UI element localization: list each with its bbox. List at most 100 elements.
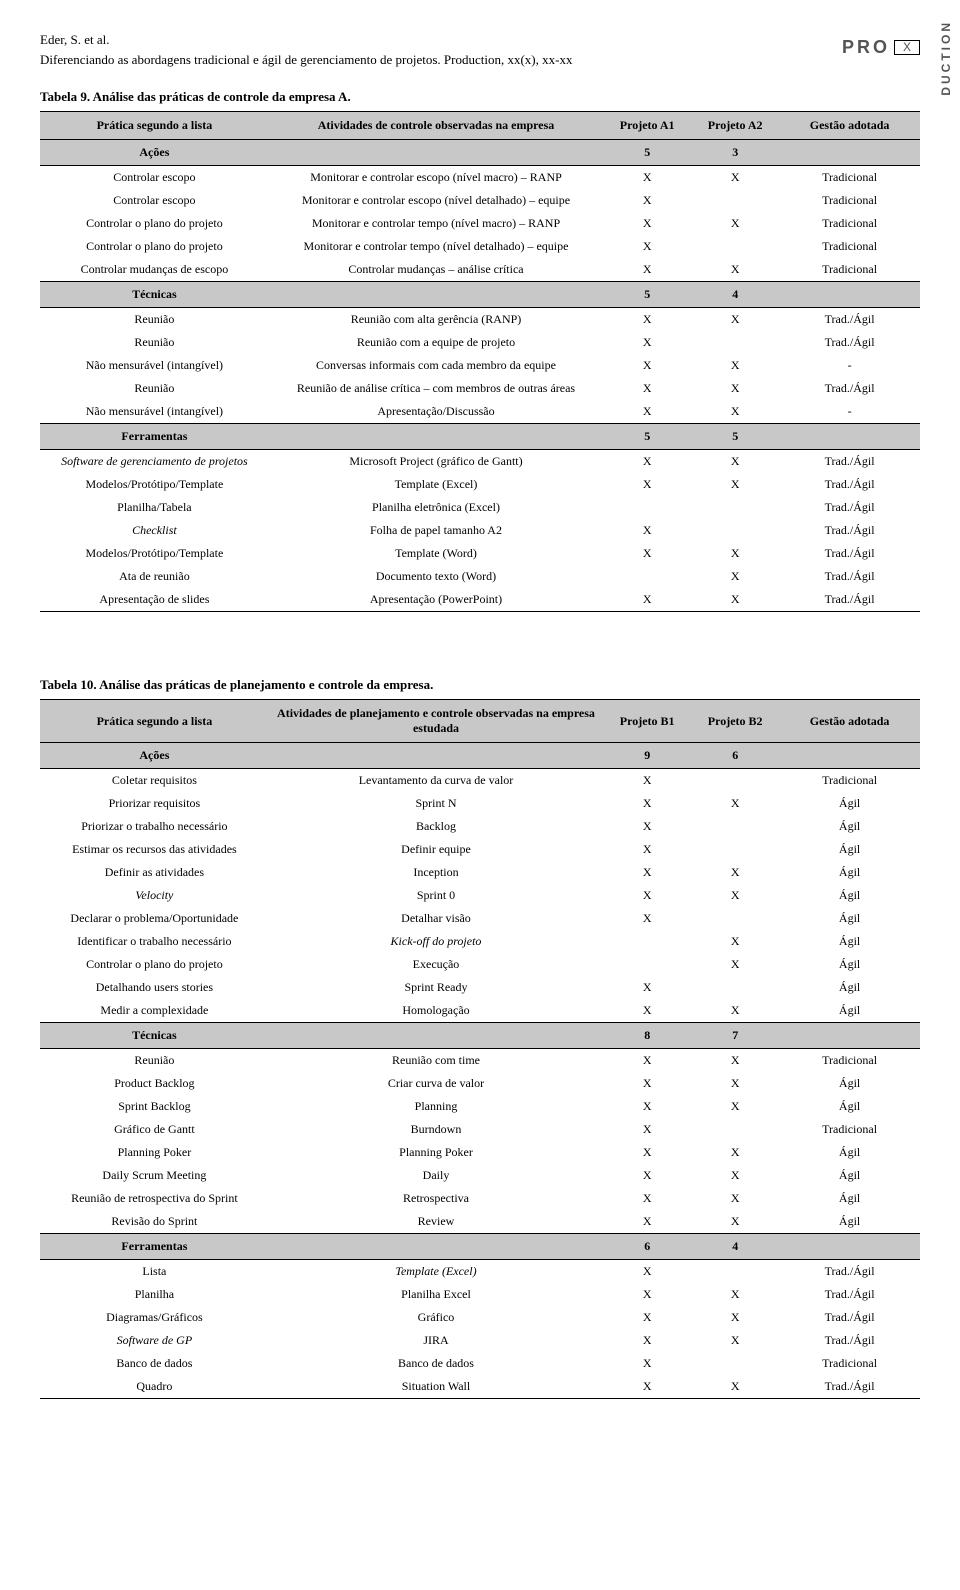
- table-cell: Sprint Ready: [269, 976, 603, 999]
- header-subtitle: Diferenciando as abordagens tradicional …: [40, 50, 572, 70]
- table-cell: Tradicional: [779, 189, 920, 212]
- table-cell: Trad./Ágil: [779, 377, 920, 400]
- section-count-1: 6: [603, 1234, 691, 1260]
- table-cell: X: [691, 565, 779, 588]
- table-row: Software de GPJIRAXXTrad./Ágil: [40, 1329, 920, 1352]
- table-cell: Tradicional: [779, 1049, 920, 1073]
- table-cell: Controlar mudanças – análise crítica: [269, 258, 603, 282]
- section-label: Ações: [40, 140, 269, 166]
- table-row: Estimar os recursos das atividadesDefini…: [40, 838, 920, 861]
- table-cell: Ágil: [779, 1095, 920, 1118]
- table-cell: [691, 519, 779, 542]
- table-cell: Modelos/Protótipo/Template: [40, 542, 269, 565]
- table-cell: X: [691, 258, 779, 282]
- section-count-1: 5: [603, 140, 691, 166]
- table-cell: Trad./Ágil: [779, 1306, 920, 1329]
- table-cell: Ágil: [779, 1164, 920, 1187]
- table-cell: X: [691, 308, 779, 332]
- table-cell: X: [691, 473, 779, 496]
- table-cell: X: [603, 1049, 691, 1073]
- table-row: Ata de reuniãoDocumento texto (Word)XTra…: [40, 565, 920, 588]
- table-row: Priorizar o trabalho necessárioBacklogXÁ…: [40, 815, 920, 838]
- table-cell: Trad./Ágil: [779, 542, 920, 565]
- table-cell: X: [691, 1210, 779, 1234]
- table-row: Apresentação de slidesApresentação (Powe…: [40, 588, 920, 612]
- table9-col4: Gestão adotada: [779, 112, 920, 140]
- table-cell: X: [603, 1283, 691, 1306]
- table-cell: [603, 496, 691, 519]
- section-count-1: 5: [603, 424, 691, 450]
- table-cell: Folha de papel tamanho A2: [269, 519, 603, 542]
- logo-page-x: X: [894, 40, 920, 56]
- table-cell: Coletar requisitos: [40, 769, 269, 793]
- table-cell: X: [691, 1187, 779, 1210]
- table-section-row: Técnicas54: [40, 282, 920, 308]
- section-count-2: 5: [691, 424, 779, 450]
- header-text-block: Eder, S. et al. Diferenciando as abordag…: [40, 30, 572, 69]
- table-row: Diagramas/GráficosGráficoXXTrad./Ágil: [40, 1306, 920, 1329]
- table-cell: X: [691, 212, 779, 235]
- table-cell: JIRA: [269, 1329, 603, 1352]
- table-cell: X: [603, 519, 691, 542]
- table-row: Controlar mudanças de escopoControlar mu…: [40, 258, 920, 282]
- table-cell: Lista: [40, 1260, 269, 1284]
- table-cell: Reunião: [40, 377, 269, 400]
- table-cell: X: [603, 815, 691, 838]
- table-cell: Declarar o problema/Oportunidade: [40, 907, 269, 930]
- table-row: VelocitySprint 0XXÁgil: [40, 884, 920, 907]
- table-cell: X: [691, 377, 779, 400]
- table-cell: Template (Excel): [269, 1260, 603, 1284]
- table-section-row: Ferramentas 55: [40, 424, 920, 450]
- table-cell: Backlog: [269, 815, 603, 838]
- table-cell: Template (Excel): [269, 473, 603, 496]
- table-cell: Reunião com alta gerência (RANP): [269, 308, 603, 332]
- table-cell: X: [603, 1306, 691, 1329]
- table-cell: X: [691, 166, 779, 190]
- table-row: Gráfico de GanttBurndownXTradicional: [40, 1118, 920, 1141]
- table-row: ReuniãoReunião com alta gerência (RANP) X…: [40, 308, 920, 332]
- table-cell: Ata de reunião: [40, 565, 269, 588]
- table-row: Modelos/Protótipo/TemplateTemplate (Word…: [40, 542, 920, 565]
- table-cell: X: [691, 400, 779, 424]
- table-cell: Monitorar e controlar tempo (nível detal…: [269, 235, 603, 258]
- table-cell: X: [691, 1375, 779, 1399]
- section-label: Ferramentas: [40, 1234, 269, 1260]
- section-count-1: 5: [603, 282, 691, 308]
- table-cell: X: [691, 930, 779, 953]
- table-cell: Medir a complexidade: [40, 999, 269, 1023]
- table-cell: Ágil: [779, 930, 920, 953]
- table-cell: Trad./Ágil: [779, 1375, 920, 1399]
- table-cell: Kick-off do projeto: [269, 930, 603, 953]
- table-cell: Reunião de análise crítica – com membros…: [269, 377, 603, 400]
- table-cell: Ágil: [779, 976, 920, 999]
- table-cell: Reunião: [40, 308, 269, 332]
- table-cell: [691, 1118, 779, 1141]
- table-cell: Priorizar requisitos: [40, 792, 269, 815]
- table-cell: Conversas informais com cada membro da e…: [269, 354, 603, 377]
- table-cell: [603, 565, 691, 588]
- table-row: ReuniãoReunião com a equipe de projetoXT…: [40, 331, 920, 354]
- header-author: Eder, S. et al.: [40, 30, 572, 50]
- table-cell: Trad./Ágil: [779, 496, 920, 519]
- table-cell: X: [603, 166, 691, 190]
- table-cell: [691, 331, 779, 354]
- table-row: ReuniãoReunião com timeXXTradicional: [40, 1049, 920, 1073]
- table-row: ListaTemplate (Excel)XTrad./Ágil: [40, 1260, 920, 1284]
- section-label: Ferramentas: [40, 424, 269, 450]
- table-cell: Modelos/Protótipo/Template: [40, 473, 269, 496]
- table-cell: Planilha Excel: [269, 1283, 603, 1306]
- section-label: Técnicas: [40, 282, 269, 308]
- table-cell: [691, 189, 779, 212]
- section-count-1: 9: [603, 743, 691, 769]
- table-cell: Trad./Ágil: [779, 565, 920, 588]
- table-cell: Revisão do Sprint: [40, 1210, 269, 1234]
- table10-caption: Tabela 10. Análise das práticas de plane…: [40, 677, 920, 693]
- table-cell: X: [603, 258, 691, 282]
- table-cell: Estimar os recursos das atividades: [40, 838, 269, 861]
- table-cell: Ágil: [779, 907, 920, 930]
- table-cell: X: [603, 235, 691, 258]
- table-cell: X: [603, 1352, 691, 1375]
- table10-col3: Projeto B2: [691, 700, 779, 743]
- table-cell: -: [779, 400, 920, 424]
- table-cell: Monitorar e controlar tempo (nível macro…: [269, 212, 603, 235]
